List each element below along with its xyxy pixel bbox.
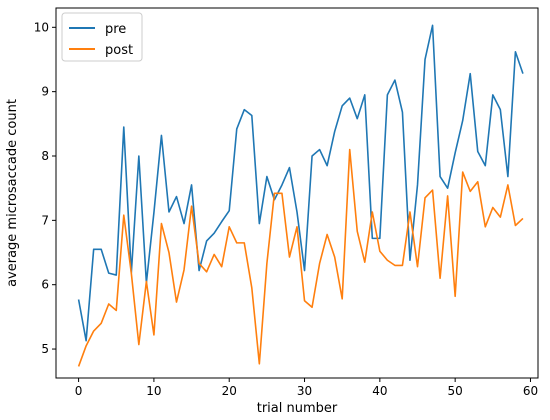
y-tick-label: 10 [34,20,49,34]
y-tick-label: 7 [41,213,49,227]
x-tick-label: 10 [146,384,161,398]
y-axis-label: average microsaccade count [5,99,20,287]
x-tick-label: 30 [297,384,312,398]
series-layer [77,24,524,367]
legend-label-post: post [105,43,133,58]
y-tick-label: 5 [41,342,49,356]
x-tick-label: 50 [448,384,463,398]
y-tick-label: 9 [41,85,49,99]
x-tick-label: 40 [372,384,387,398]
x-tick-label: 60 [523,384,538,398]
axes-layer: 0 10 20 30 40 50 60 5 6 7 8 9 10 [34,20,538,398]
plot-frame [55,7,539,379]
series-line-post [77,148,524,367]
series-line-pre [77,24,524,342]
plot-area [55,7,539,379]
x-axis-label: trial number [257,401,338,416]
x-tick-label: 0 [75,384,83,398]
x-tick-label: 20 [222,384,237,398]
y-tick-label: 6 [41,278,49,292]
y-tick-label: 8 [41,149,49,163]
legend: pre post [61,12,143,62]
legend-label-pre: pre [105,22,126,37]
